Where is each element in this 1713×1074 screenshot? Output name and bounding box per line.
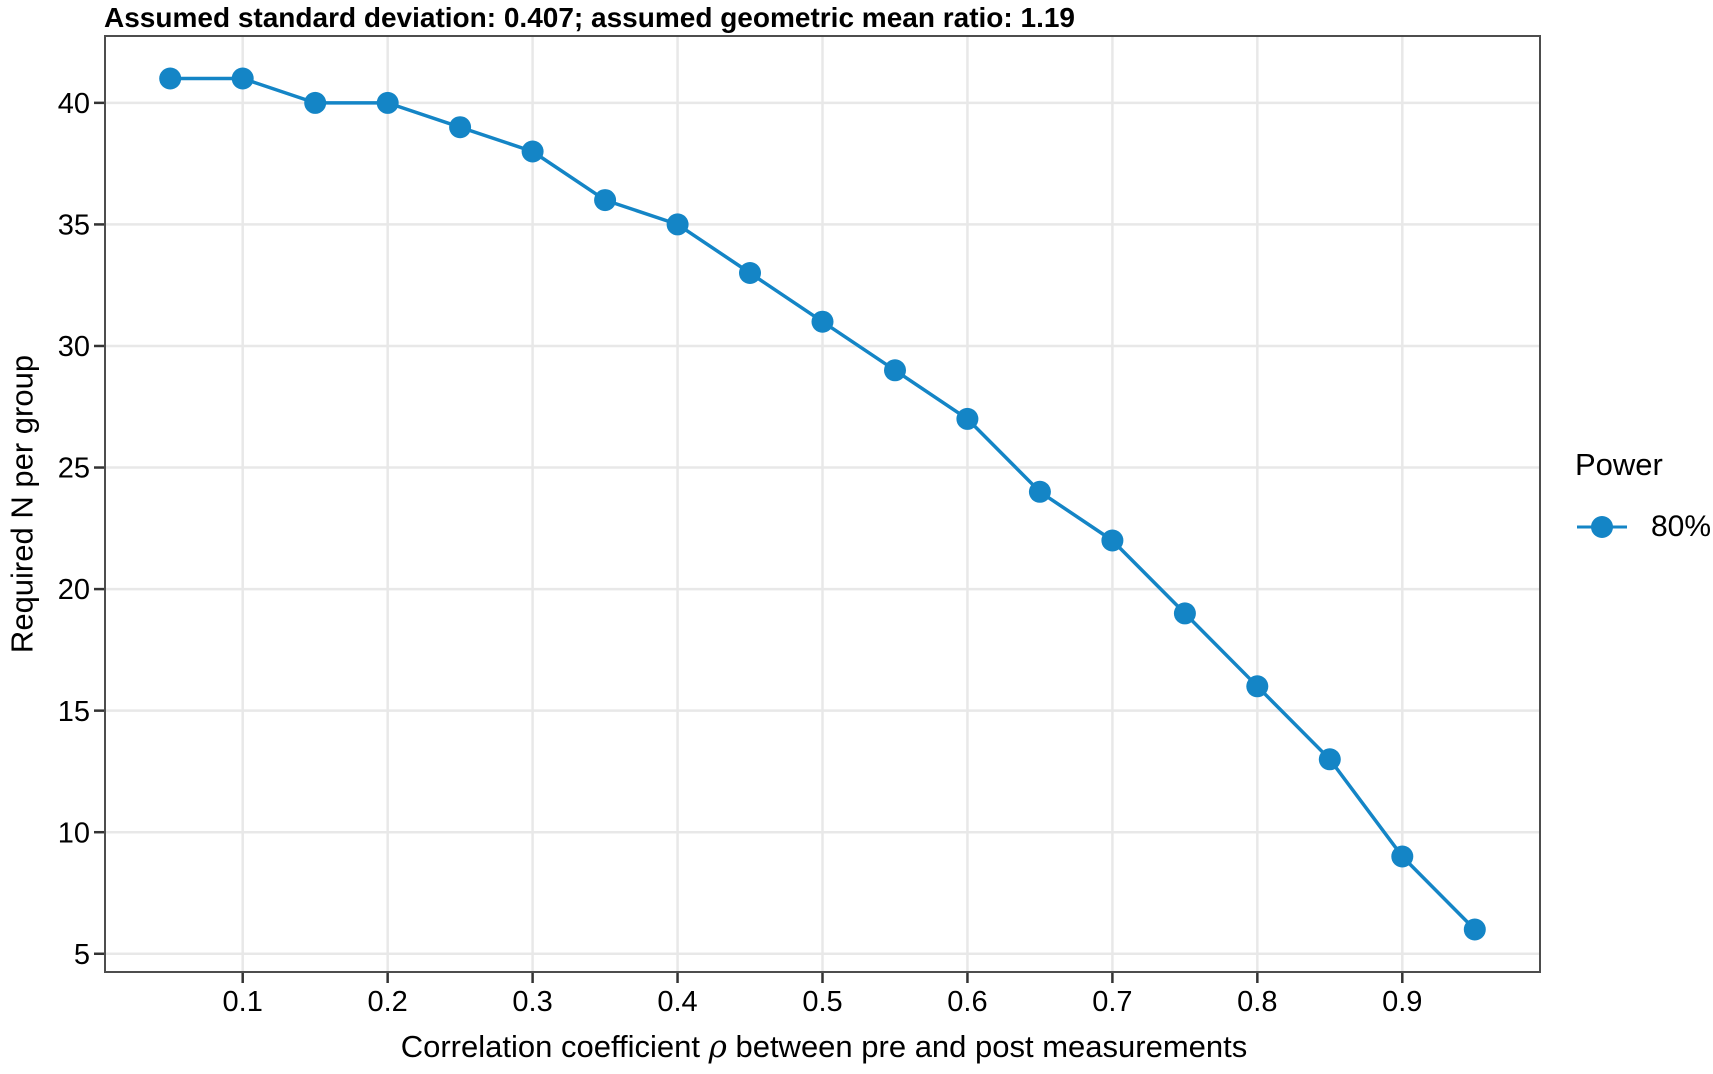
grid-vertical [241, 36, 1404, 972]
data-point-x0.95-y6 [1463, 918, 1486, 941]
data-point-x0.5-y31 [811, 310, 834, 333]
x-axis-title-prefix: Correlation coefficient [400, 1029, 709, 1064]
legend-key-dot [1591, 516, 1613, 538]
data-point-x0.3-y38 [521, 140, 544, 163]
data-point-x0.1-y41 [231, 67, 254, 90]
y-tick-label-5: 5 [74, 939, 90, 971]
x-tick-label-0.5: 0.5 [802, 986, 842, 1018]
data-point-x0.8-y16 [1246, 675, 1269, 698]
data-point-x0.4-y35 [666, 213, 689, 236]
legend-title: Power [1575, 447, 1663, 482]
data-point-x0.7-y22 [1101, 529, 1124, 552]
data-point-x0.45-y33 [739, 262, 761, 284]
legend-item-80: 80% [1575, 510, 1711, 544]
x-tick-label-0.3: 0.3 [512, 986, 552, 1018]
x-axis-title: Correlation coefficient ρ between pre an… [401, 1031, 1248, 1063]
y-tick-label-15: 15 [58, 696, 90, 728]
grid-horizontal [105, 101, 1540, 956]
y-axis-title: Required N per group [4, 354, 40, 654]
x-tick-label-0.9: 0.9 [1382, 986, 1422, 1018]
data-point-x0.05-y41 [159, 67, 182, 90]
x-tick-label-0.2: 0.2 [367, 986, 407, 1018]
chart-title: Assumed standard deviation: 0.407; assum… [104, 2, 1076, 33]
y-tick-label-10: 10 [58, 817, 90, 849]
y-tick-label-40: 40 [58, 88, 90, 120]
data-point-x0.15-y40 [304, 91, 327, 114]
rho-symbol: ρ [708, 1029, 727, 1065]
x-axis-ticks [241, 973, 1404, 983]
data-point-x0.65-y24 [1028, 480, 1051, 503]
y-tick-label-35: 35 [58, 210, 90, 242]
x-axis-title-suffix: between pre and post measurements [726, 1029, 1248, 1064]
x-tick-label-0.4: 0.4 [657, 986, 697, 1018]
data-point-x0.75-y19 [1173, 602, 1196, 625]
x-axis-tick-labels: 0.1 0.2 0.3 0.4 0.5 0.6 0.7 0.8 0.9 [223, 986, 1423, 1018]
legend: Power 80% [1575, 449, 1711, 544]
y-axis-ticks [94, 101, 104, 956]
data-point-x0.9-y9 [1391, 845, 1414, 868]
y-tick-label-25: 25 [58, 453, 90, 485]
data-point-x0.25-y39 [449, 116, 472, 139]
x-tick-label-0.7: 0.7 [1092, 986, 1132, 1018]
data-point-x0.85-y13 [1318, 748, 1341, 771]
legend-item-label: 80% [1651, 510, 1712, 543]
series-points-80% [159, 67, 1486, 941]
x-tick-label-0.1: 0.1 [223, 986, 263, 1018]
y-axis-tick-labels: 5 10 15 20 25 30 35 40 [58, 88, 90, 971]
panel-border [104, 35, 1541, 973]
data-point-x0.35-y36 [594, 189, 617, 212]
data-point-x0.6-y27 [956, 407, 979, 430]
data-point-x0.2-y40 [376, 91, 399, 114]
x-tick-label-0.6: 0.6 [947, 986, 987, 1018]
x-tick-label-0.8: 0.8 [1237, 986, 1277, 1018]
y-tick-label-20: 20 [58, 574, 90, 606]
y-tick-label-30: 30 [58, 331, 90, 363]
data-point-x0.55-y29 [884, 359, 906, 382]
legend-key-icon [1577, 516, 1627, 538]
